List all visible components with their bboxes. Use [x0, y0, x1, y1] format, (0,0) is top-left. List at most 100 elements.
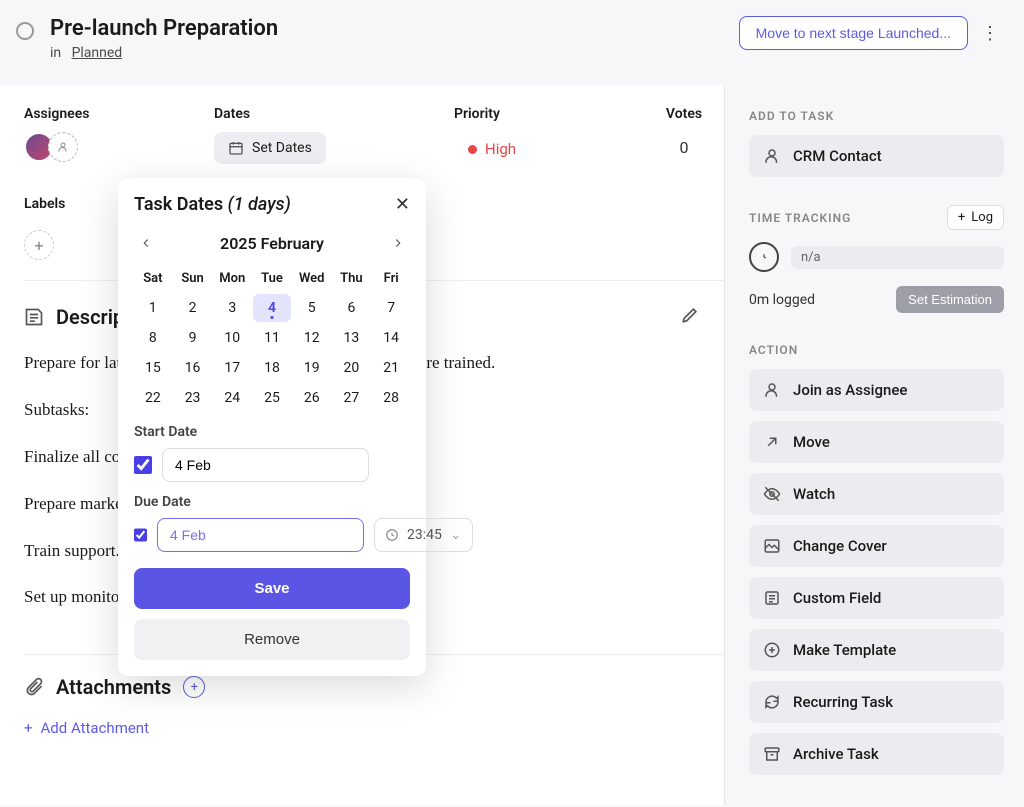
due-date-checkbox[interactable] — [134, 526, 147, 544]
calendar-dow: Sat — [134, 265, 172, 292]
date-picker-title-text: Task Dates — [134, 194, 223, 215]
calendar-day[interactable]: 5 — [293, 294, 331, 322]
add-label-button[interactable]: + — [24, 230, 54, 260]
calendar-grid: SatSunMonTueWedThuFri1234567891011121314… — [134, 265, 410, 412]
add-attachment-text: Add Attachment — [41, 719, 149, 737]
add-assignee-button[interactable] — [48, 132, 78, 162]
log-time-button[interactable]: + Log — [947, 205, 1004, 230]
calendar-day[interactable]: 3 — [213, 294, 251, 322]
calendar-day[interactable]: 15 — [134, 354, 172, 382]
calendar-day[interactable]: 27 — [333, 384, 371, 412]
prev-month-button[interactable] — [134, 231, 158, 255]
join-assignee-button[interactable]: Join as Assignee — [749, 369, 1004, 411]
calendar-day[interactable]: 20 — [333, 354, 371, 382]
assignees-block: Assignees — [24, 106, 214, 166]
due-date-label: Due Date — [134, 494, 410, 510]
calendar-dow: Wed — [293, 265, 331, 292]
crm-contact-label: CRM Contact — [793, 147, 882, 165]
priority-block: Priority High — [454, 106, 644, 166]
calendar-day[interactable]: 4 — [253, 294, 291, 322]
calendar-day[interactable]: 13 — [333, 324, 371, 352]
start-date-input[interactable] — [162, 448, 369, 482]
calendar-day[interactable]: 8 — [134, 324, 172, 352]
set-dates-button[interactable]: Set Dates — [214, 132, 326, 164]
crm-contact-button[interactable]: CRM Contact — [749, 135, 1004, 177]
edit-description-button[interactable] — [680, 305, 700, 329]
add-to-task-label: ADD TO TASK — [749, 109, 1004, 123]
archive-task-button[interactable]: Archive Task — [749, 733, 1004, 775]
priority-badge[interactable]: High — [454, 132, 530, 166]
calendar-day[interactable]: 23 — [174, 384, 212, 412]
calendar-day[interactable]: 25 — [253, 384, 291, 412]
breadcrumb-stage[interactable]: Planned — [72, 45, 123, 61]
due-time-value: 23:45 — [407, 527, 442, 543]
calendar-day[interactable]: 10 — [213, 324, 251, 352]
make-template-button[interactable]: Make Template — [749, 629, 1004, 671]
calendar-day[interactable]: 9 — [174, 324, 212, 352]
calendar-day[interactable]: 28 — [372, 384, 410, 412]
task-header: Pre-launch Preparation in Planned Move t… — [0, 0, 1024, 85]
add-attachment-button[interactable]: + Add Attachment — [24, 719, 700, 737]
remove-button[interactable]: Remove — [134, 619, 410, 660]
person-icon — [763, 147, 781, 165]
custom-field-button[interactable]: Custom Field — [749, 577, 1004, 619]
time-tracking-na: n/a — [791, 246, 1004, 269]
calendar-day[interactable]: 2 — [174, 294, 212, 322]
calendar-day[interactable]: 14 — [372, 324, 410, 352]
change-cover-button[interactable]: Change Cover — [749, 525, 1004, 567]
calendar-icon — [228, 140, 244, 156]
more-menu-icon[interactable]: ⋮ — [980, 17, 1000, 49]
next-month-button[interactable] — [386, 231, 410, 255]
chevron-left-icon — [139, 236, 153, 250]
calendar-dow: Tue — [253, 265, 291, 292]
complete-task-checkbox[interactable] — [16, 22, 34, 40]
calendar-day[interactable]: 24 — [213, 384, 251, 412]
arrow-up-right-icon — [763, 433, 781, 451]
set-estimation-button[interactable]: Set Estimation — [896, 286, 1004, 313]
avatar-stack[interactable] — [24, 132, 214, 162]
priority-label: Priority — [454, 106, 644, 122]
calendar-day[interactable]: 7 — [372, 294, 410, 322]
header-actions: Move to next stage Launched... ⋮ — [739, 16, 1000, 50]
calendar-day[interactable]: 11 — [253, 324, 291, 352]
votes-value[interactable]: 0 — [644, 132, 724, 157]
close-button[interactable]: ✕ — [395, 194, 410, 215]
description-icon — [24, 307, 44, 327]
action-section: ACTION Join as Assignee Move Watch Chang… — [749, 343, 1004, 775]
calendar-day[interactable]: 18 — [253, 354, 291, 382]
move-label: Move — [793, 433, 830, 451]
calendar-day[interactable]: 17 — [213, 354, 251, 382]
calendar-day[interactable]: 19 — [293, 354, 331, 382]
dates-block: Dates Set Dates — [214, 106, 454, 166]
attachment-icon — [24, 677, 44, 697]
make-template-label: Make Template — [793, 641, 896, 659]
add-attachment-circle-button[interactable]: + — [183, 676, 205, 698]
pencil-icon — [680, 305, 700, 325]
save-button[interactable]: Save — [134, 568, 410, 609]
recurring-task-button[interactable]: Recurring Task — [749, 681, 1004, 723]
breadcrumb-in: in — [50, 45, 61, 61]
watch-button[interactable]: Watch — [749, 473, 1004, 515]
date-picker-days: (1 days) — [228, 194, 291, 215]
start-date-checkbox[interactable] — [134, 456, 152, 474]
plus-circle-icon — [763, 641, 781, 659]
move-stage-button[interactable]: Move to next stage Launched... — [739, 16, 968, 50]
calendar-day[interactable]: 12 — [293, 324, 331, 352]
calendar-day[interactable]: 16 — [174, 354, 212, 382]
votes-block: Votes 0 — [644, 106, 724, 166]
calendar-day[interactable]: 6 — [333, 294, 371, 322]
due-date-input[interactable] — [157, 518, 364, 552]
calendar-day[interactable]: 21 — [372, 354, 410, 382]
move-button[interactable]: Move — [749, 421, 1004, 463]
calendar-day[interactable]: 22 — [134, 384, 172, 412]
due-time-select[interactable]: 23:45 ⌄ — [374, 518, 473, 552]
page-title: Pre-launch Preparation — [50, 16, 723, 41]
archive-label: Archive Task — [793, 745, 879, 763]
due-date-field: Due Date 23:45 ⌄ — [134, 494, 410, 552]
calendar-day[interactable]: 1 — [134, 294, 172, 322]
start-date-field: Start Date — [134, 424, 410, 482]
header-left: Pre-launch Preparation in Planned — [50, 16, 723, 61]
image-icon — [763, 537, 781, 555]
join-assignee-label: Join as Assignee — [793, 381, 907, 399]
calendar-day[interactable]: 26 — [293, 384, 331, 412]
